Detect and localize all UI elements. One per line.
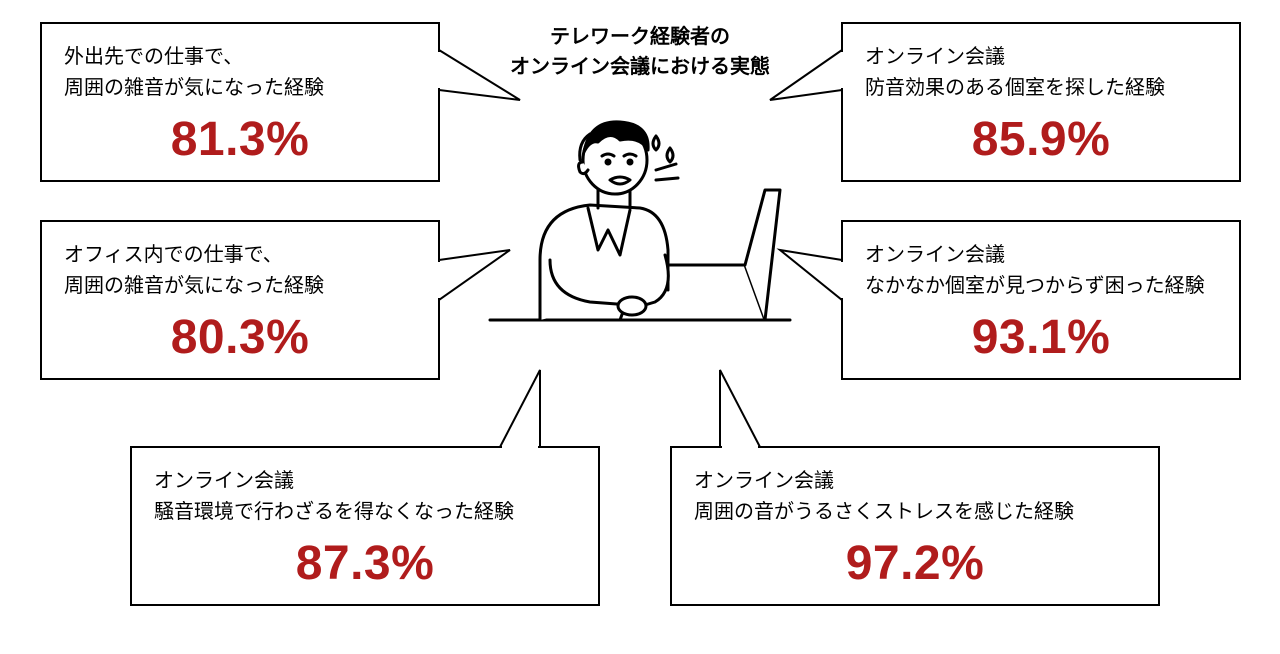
stat-desc-line1: オンライン会議 bbox=[865, 42, 1217, 73]
stat-box-office-noise: オフィス内での仕事で、周囲の雑音が気になった経験 80.3% bbox=[40, 220, 440, 380]
stat-desc-line1: オフィス内での仕事で、 bbox=[64, 240, 416, 271]
infographic-title: テレワーク経験者のオンライン会議における実態 bbox=[440, 22, 840, 82]
stat-percentage: 87.3% bbox=[154, 536, 576, 591]
stat-desc-line1: オンライン会議 bbox=[694, 466, 1136, 497]
stat-percentage: 81.3% bbox=[64, 112, 416, 167]
stat-percentage: 97.2% bbox=[694, 536, 1136, 591]
stat-desc-line2: なかなか個室が見つからず困った経験 bbox=[865, 271, 1217, 302]
stat-desc-line2: 周囲の音がうるさくストレスを感じた経験 bbox=[694, 497, 1136, 528]
stat-desc-line1: オンライン会議 bbox=[154, 466, 576, 497]
stat-box-out-noise: 外出先での仕事で、周囲の雑音が気になった経験 81.3% bbox=[40, 22, 440, 182]
stat-desc-line1: オンライン会議 bbox=[865, 240, 1217, 271]
stat-percentage: 85.9% bbox=[865, 112, 1217, 167]
stat-box-stress: オンライン会議周囲の音がうるさくストレスを感じた経験 97.2% bbox=[670, 446, 1160, 606]
person-laptop-illustration bbox=[480, 90, 800, 350]
stat-desc-line2: 周囲の雑音が気になった経験 bbox=[64, 271, 416, 302]
stat-box-search-room: オンライン会議防音効果のある個室を探した経験 85.9% bbox=[841, 22, 1241, 182]
stat-desc-line2: 騒音環境で行わざるを得なくなった経験 bbox=[154, 497, 576, 528]
stat-desc-line1: 外出先での仕事で、 bbox=[64, 42, 416, 73]
stat-desc-line2: 周囲の雑音が気になった経験 bbox=[64, 73, 416, 104]
stat-percentage: 80.3% bbox=[64, 310, 416, 365]
stat-desc-line2: 防音効果のある個室を探した経験 bbox=[865, 73, 1217, 104]
stat-percentage: 93.1% bbox=[865, 310, 1217, 365]
title-line-2: オンライン会議における実態 bbox=[440, 52, 840, 82]
stat-box-no-room: オンライン会議なかなか個室が見つからず困った経験 93.1% bbox=[841, 220, 1241, 380]
title-line-1: テレワーク経験者の bbox=[440, 22, 840, 52]
stat-box-noisy-env: オンライン会議騒音環境で行わざるを得なくなった経験 87.3% bbox=[130, 446, 600, 606]
